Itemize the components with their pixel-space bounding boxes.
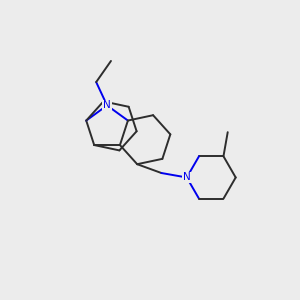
Text: N: N [183,172,190,182]
Text: N: N [103,100,111,110]
